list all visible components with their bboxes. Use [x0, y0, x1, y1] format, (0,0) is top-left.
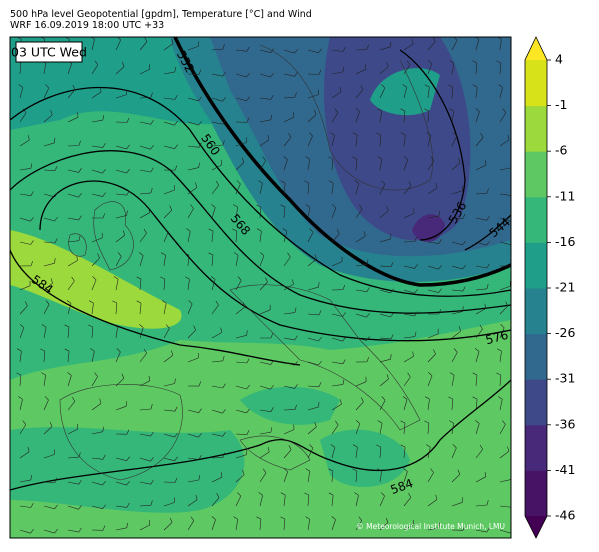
colorbar-tick-label: -1 — [555, 97, 567, 112]
colorbar-band — [525, 196, 547, 243]
colorbar-band — [525, 151, 547, 198]
time-label: 03 UTC Wed — [11, 45, 87, 60]
colorbar-tick-label: -21 — [555, 280, 575, 295]
colorbar-tick-label: -26 — [555, 325, 575, 340]
colorbar-extend-low — [525, 516, 547, 538]
colorbar-band — [525, 470, 547, 517]
colorbar-tick-label: -46 — [555, 508, 575, 523]
colorbar-tick-label: -16 — [555, 234, 575, 249]
temperature-field — [320, 429, 410, 487]
temperature-field — [240, 386, 340, 425]
contour-584 — [10, 249, 301, 366]
map-area: 03 UTC Wed © Meteorological Institute Mu… — [10, 37, 511, 538]
colorbar-tick-label: -36 — [555, 416, 575, 431]
colorbar-band — [525, 242, 547, 289]
colorbar-band — [525, 379, 547, 426]
contour-label: 576 — [484, 328, 510, 347]
colorbar-extend-high — [525, 37, 547, 60]
contour-576 — [39, 180, 511, 342]
colorbar-tick-label: -11 — [555, 188, 575, 203]
colorbar: 4 -1 -6 -11 -16 -21 -26 -31 -36 -41 -46 — [524, 36, 575, 539]
map-frame — [9, 36, 512, 539]
contour-544 — [464, 214, 511, 251]
copyright: © Meteorological Institute Munich, LMU — [356, 522, 505, 531]
colorbar-tick-label: -41 — [555, 462, 575, 477]
temperature-field — [370, 68, 440, 116]
colorbar-tick-label: 4 — [555, 52, 563, 67]
colorbar-band — [525, 60, 547, 107]
colorbar-band — [525, 333, 547, 380]
colorbar-tick-label: -6 — [555, 143, 568, 158]
contour-568 — [10, 150, 511, 314]
title: 500 hPa level Geopotential [gpdm], Tempe… — [10, 9, 312, 20]
contour-560 — [10, 87, 511, 297]
contour-552 — [173, 37, 511, 287]
subtitle: WRF 16.09.2019 18:00 UTC +33 — [10, 20, 164, 31]
time-label-box — [15, 41, 83, 63]
contour-536 — [399, 49, 466, 241]
colorbar-band — [525, 424, 547, 471]
contour-584 — [10, 379, 511, 491]
colorbar-band — [525, 105, 547, 152]
colorbar-tick-label: -31 — [555, 371, 575, 386]
colorbar-band — [525, 288, 547, 335]
contours — [10, 37, 511, 491]
